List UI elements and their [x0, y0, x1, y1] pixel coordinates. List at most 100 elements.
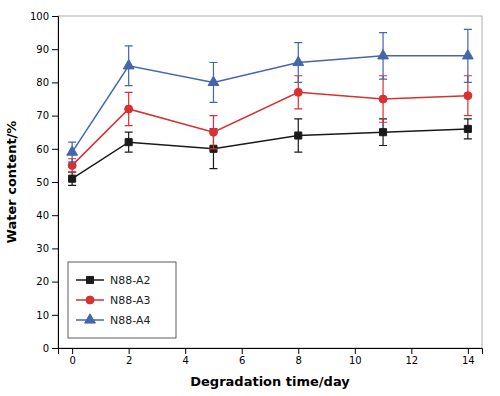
x-tick-label: 6 [239, 355, 245, 366]
point [208, 76, 219, 85]
x-tick: 14 [462, 348, 475, 366]
y-tick-mark [52, 315, 58, 316]
x-tick-mark [185, 348, 186, 354]
x-tick-mark [468, 348, 469, 354]
x-tick-mark [72, 348, 73, 354]
series [68, 119, 472, 185]
error-bar [125, 92, 133, 125]
error-bar [379, 119, 387, 146]
chart-container: 0 2 4 6 8 10 12 14 0 10 20 30 40 50 60 70 80 90 100 Degrada… [0, 0, 500, 396]
y-tick-label: 30 [36, 243, 49, 254]
y-tick: 60 [36, 144, 58, 155]
x-tick-mark [129, 348, 130, 354]
y-tick-mark [52, 215, 58, 216]
x-axis-line [59, 349, 483, 355]
point [464, 92, 472, 100]
series-line [72, 92, 468, 165]
y-tick-mark [52, 116, 58, 117]
y-tick-mark [52, 348, 58, 349]
error-bar [294, 119, 302, 152]
error-bar [379, 76, 387, 122]
x-tick-label: 2 [126, 355, 132, 366]
legend-symbol [86, 296, 94, 304]
legend-label: N88-A2 [110, 274, 150, 287]
series [68, 76, 472, 172]
x-tick-label: 12 [405, 355, 418, 366]
plot-frame [58, 16, 482, 348]
legend-label: N88-A3 [110, 294, 150, 307]
y-tick-mark [52, 182, 58, 183]
x-tick: 8 [296, 348, 302, 366]
x-tick-label: 0 [69, 355, 75, 366]
x-tick-mark [298, 348, 299, 354]
x-tick-label: 8 [296, 355, 302, 366]
point [125, 105, 133, 113]
y-tick: 20 [36, 276, 58, 287]
y-tick-mark [52, 149, 58, 150]
y-tick: 30 [36, 243, 58, 254]
y-tick-label: 0 [43, 343, 49, 354]
x-axis-title: Degradation time/day [190, 374, 350, 389]
error-bar [209, 116, 217, 149]
point [69, 175, 76, 182]
y-tick: 90 [36, 44, 58, 55]
x-tick: 10 [349, 348, 362, 366]
legend-item: N88-A3 [76, 294, 150, 307]
y-tick-label: 40 [36, 210, 49, 221]
y-tick-mark [52, 49, 58, 50]
point [293, 56, 304, 65]
y-tick-label: 70 [36, 110, 49, 121]
y-tick: 40 [36, 210, 58, 221]
y-tick: 80 [36, 77, 58, 88]
legend-label: N88-A4 [110, 314, 150, 327]
x-axis: 0 2 4 6 8 10 12 14 [59, 348, 483, 366]
y-tick-label: 60 [36, 144, 49, 155]
y-axis: 0 10 20 30 40 50 60 70 80 90 100 [30, 11, 59, 354]
y-axis-title: Water content/% [4, 121, 19, 244]
y-tick-label: 90 [36, 44, 49, 55]
y-tick-label: 100 [30, 11, 49, 22]
x-tick-mark [411, 348, 412, 354]
point [125, 139, 132, 146]
plot-area [67, 29, 473, 185]
point [294, 88, 302, 96]
y-tick-mark [52, 16, 58, 17]
legend-symbol [85, 314, 96, 323]
series [67, 29, 473, 162]
point [295, 132, 302, 139]
point [464, 125, 471, 132]
x-tick: 4 [183, 348, 189, 366]
y-tick-mark [52, 82, 58, 83]
y-tick-label: 50 [36, 177, 49, 188]
x-tick-label: 4 [183, 355, 189, 366]
error-bar [125, 132, 133, 152]
point [209, 128, 217, 136]
y-tick: 50 [36, 177, 58, 188]
x-tick-mark [242, 348, 243, 354]
point [462, 50, 473, 59]
error-bar [68, 172, 76, 185]
legend-symbol [86, 276, 93, 283]
legend-item: N88-A4 [76, 314, 150, 327]
y-tick-label: 20 [36, 276, 49, 287]
x-tick: 0 [69, 348, 75, 366]
x-tick-label: 14 [462, 355, 475, 366]
y-tick: 70 [36, 110, 58, 121]
series-line [72, 129, 468, 179]
point [123, 60, 134, 69]
y-tick-label: 10 [36, 310, 49, 321]
chart: 0 2 4 6 8 10 12 14 0 10 20 30 40 50 60 70 80 90 100 Degrada… [0, 0, 500, 396]
x-tick-mark [355, 348, 356, 354]
y-tick-mark [52, 282, 58, 283]
x-tick-label: 10 [349, 355, 362, 366]
point [67, 146, 78, 155]
series-line [72, 56, 468, 152]
y-tick-mark [52, 248, 58, 249]
legend-item: N88-A2 [76, 274, 150, 287]
y-tick: 10 [36, 310, 58, 321]
legend-box [68, 262, 176, 338]
y-tick: 0 [43, 343, 58, 354]
x-tick: 2 [126, 348, 132, 366]
x-tick: 6 [239, 348, 245, 366]
point [380, 129, 387, 136]
